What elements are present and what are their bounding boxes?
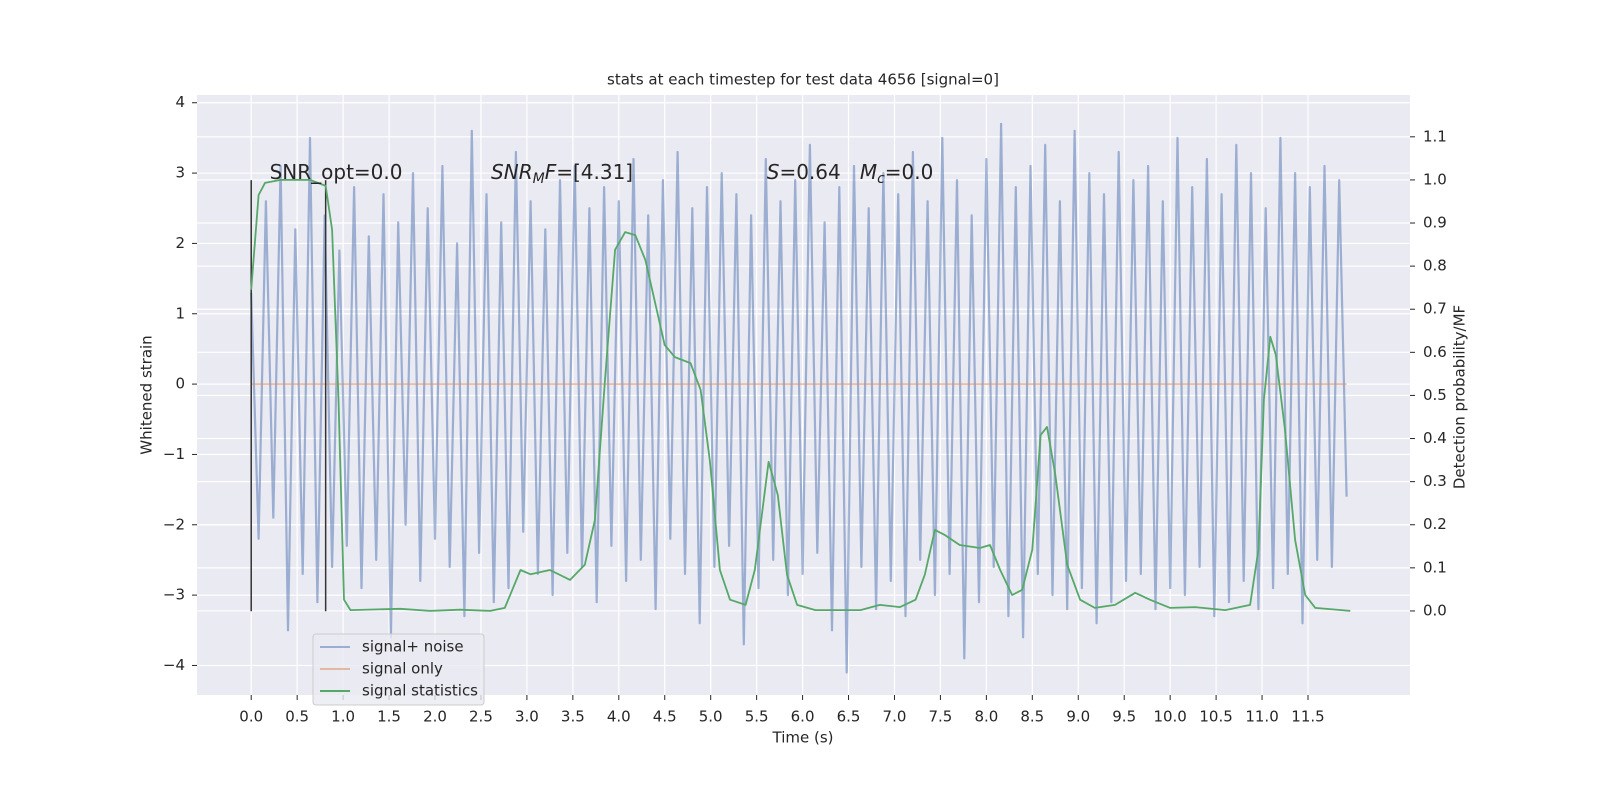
y-tick-label: 1 [175,304,185,322]
x-tick-label: 10.5 [1199,708,1232,726]
annotation-run: F [545,160,557,184]
annotation-run: M [860,160,877,184]
annotation-run: =[4.31] [556,160,633,184]
annotation: SNR_opt=0.0 [270,160,403,184]
y2-axis-label: Detection probability/MF [1451,305,1469,489]
series-line [250,179,1351,612]
x-tick-label: 0.5 [285,708,309,726]
annotation-run: S [767,160,780,184]
y-axis-label: Whitened strain [138,335,156,454]
y2-tick-label: 0.0 [1423,601,1447,619]
x-tick-label: 5.5 [745,708,769,726]
x-tick-label: 1.0 [331,708,355,726]
x-tick-label: 0.0 [239,708,263,726]
y2-tick-label: 1.1 [1423,127,1447,145]
y2-tick-label: 0.2 [1423,515,1447,533]
annotation-run: =0.64 [779,160,859,184]
annotation: S=0.64 Mc=0.0 [767,160,934,188]
y2-tick-label: 0.9 [1423,214,1447,232]
annotation-run: =0.0 [885,160,934,184]
x-tick-label: 2.0 [423,708,447,726]
y-tick-label: −3 [163,586,185,604]
series-line [250,122,1348,674]
y-tick-label: 3 [175,164,185,182]
y2-tick-label: 0.5 [1423,386,1447,404]
x-axis-label: Time (s) [772,729,834,747]
x-tick-label: 11.5 [1291,708,1324,726]
x-tick-label: 1.5 [377,708,401,726]
x-tick-label: 4.5 [653,708,677,726]
y-tick-label: −1 [163,445,185,463]
x-tick-label: 9.5 [1112,708,1136,726]
x-tick-label: 8.0 [974,708,998,726]
y-tick-label: 0 [175,375,185,393]
chart-title: stats at each timestep for test data 465… [607,71,999,89]
y2-tick-label: 0.1 [1423,558,1447,576]
y-tick-label: 4 [175,93,185,111]
annotation-run: SNR [491,160,533,184]
y2-tick-label: 1.0 [1423,170,1447,188]
annotation: SNRMF=[4.31] [491,160,633,188]
x-tick-label: 6.5 [837,708,861,726]
annotation-run: SNR_opt=0.0 [270,160,403,184]
x-tick-label: 5.0 [699,708,723,726]
y2-tick-label: 0.6 [1423,343,1447,361]
y2-tick-label: 0.7 [1423,300,1447,318]
x-tick-label: 8.5 [1020,708,1044,726]
x-tick-label: 11.0 [1245,708,1278,726]
x-tick-label: 6.0 [791,708,815,726]
x-tick-label: 9.0 [1066,708,1090,726]
annotation-run: M [533,171,545,187]
x-tick-label: 3.5 [561,708,585,726]
annotation-run: c [877,171,885,187]
x-tick-label: 3.0 [515,708,539,726]
y2-tick-label: 0.3 [1423,472,1447,490]
legend-label: signal+ noise [362,638,464,656]
y-tick-label: −4 [163,656,185,674]
legend-box [312,633,485,706]
legend-label: signal only [362,660,443,678]
y2-tick-label: 0.8 [1423,257,1447,275]
x-tick-label: 2.5 [469,708,493,726]
y-tick-label: 2 [175,234,185,252]
y-tick-label: −2 [163,515,185,533]
x-tick-label: 4.0 [607,708,631,726]
x-tick-label: 7.5 [928,708,952,726]
legend-label: signal statistics [362,682,478,700]
x-tick-label: 10.0 [1153,708,1186,726]
x-tick-label: 7.0 [883,708,907,726]
y2-tick-label: 0.4 [1423,429,1447,447]
